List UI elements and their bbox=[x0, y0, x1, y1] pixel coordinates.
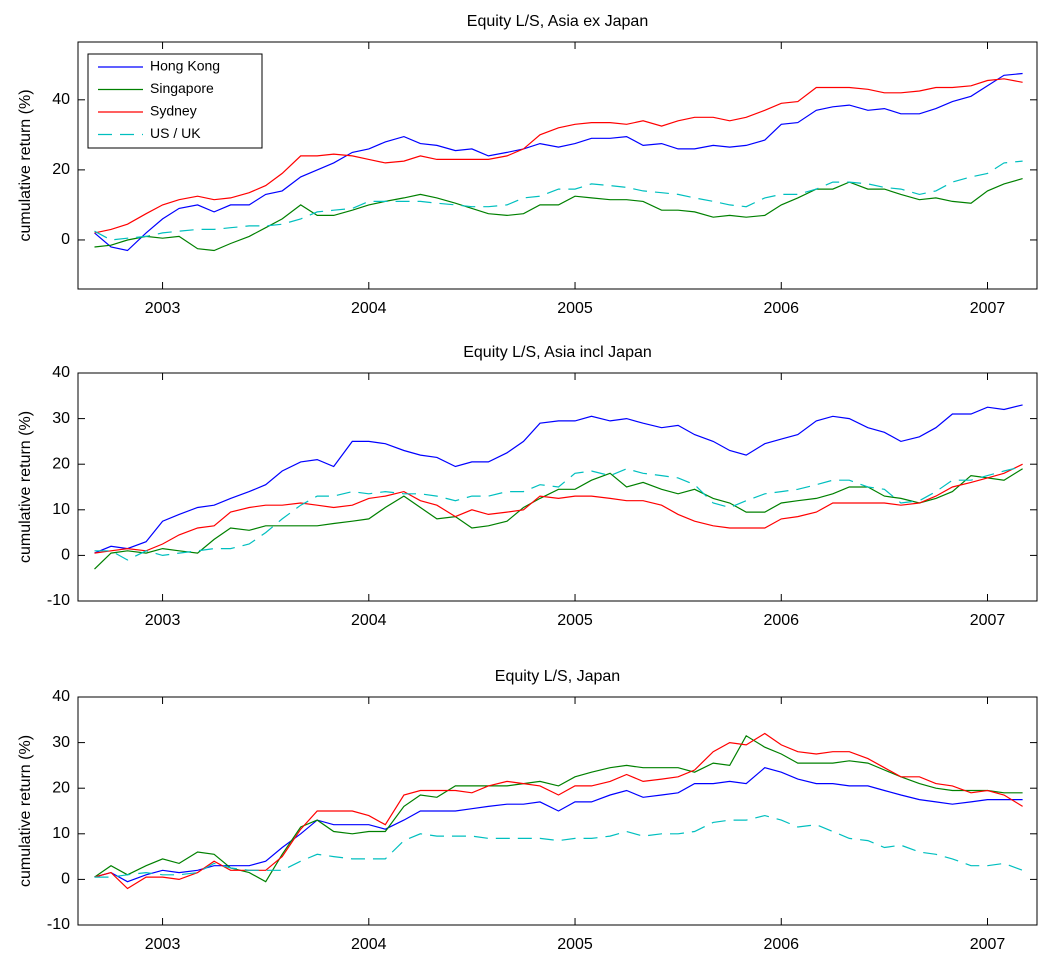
y-tick-label: 10 bbox=[52, 825, 70, 842]
series-line bbox=[94, 814, 1023, 878]
y-axis-label: cumulative return (%) bbox=[17, 89, 34, 241]
x-tick-label: 2007 bbox=[970, 300, 1006, 317]
series-line bbox=[94, 404, 1023, 554]
series-line bbox=[94, 178, 1023, 252]
y-tick-label: 30 bbox=[52, 410, 70, 427]
series-line bbox=[94, 72, 1023, 252]
y-tick-label: 40 bbox=[52, 688, 70, 705]
series-line bbox=[94, 463, 1023, 554]
y-tick-label: -10 bbox=[47, 916, 70, 933]
legend-label: Hong Kong bbox=[150, 58, 220, 74]
chart-title: Equity L/S, Asia ex Japan bbox=[467, 13, 648, 30]
series-line bbox=[94, 767, 1023, 883]
y-tick-label: -10 bbox=[47, 592, 70, 609]
x-tick-label: 2003 bbox=[145, 300, 181, 317]
x-tick-label: 2004 bbox=[351, 612, 387, 629]
y-tick-label: 20 bbox=[52, 455, 70, 472]
x-tick-label: 2005 bbox=[557, 936, 593, 953]
x-tick-label: 2003 bbox=[145, 612, 181, 629]
y-axis-label: cumulative return (%) bbox=[17, 735, 34, 887]
legend-label: US / UK bbox=[150, 125, 201, 141]
chart-title: Equity L/S, Asia incl Japan bbox=[463, 344, 652, 361]
y-tick-label: 10 bbox=[52, 501, 70, 518]
x-tick-label: 2006 bbox=[763, 936, 799, 953]
y-tick-label: 0 bbox=[61, 871, 70, 888]
y-tick-label: 40 bbox=[52, 364, 70, 381]
x-tick-label: 2006 bbox=[763, 612, 799, 629]
series-line bbox=[94, 78, 1023, 234]
x-tick-label: 2004 bbox=[351, 300, 387, 317]
x-tick-label: 2007 bbox=[970, 612, 1006, 629]
y-tick-label: 0 bbox=[61, 231, 70, 248]
x-tick-label: 2005 bbox=[557, 300, 593, 317]
series-line bbox=[94, 734, 1023, 883]
y-tick-label: 20 bbox=[52, 161, 70, 178]
x-tick-label: 2003 bbox=[145, 936, 181, 953]
series-line bbox=[94, 465, 1023, 561]
chart-title: Equity L/S, Japan bbox=[495, 668, 620, 685]
x-tick-label: 2007 bbox=[970, 936, 1006, 953]
x-tick-label: 2005 bbox=[557, 612, 593, 629]
legend-label: Sydney bbox=[150, 103, 197, 119]
x-tick-label: 2004 bbox=[351, 936, 387, 953]
y-tick-label: 40 bbox=[52, 91, 70, 108]
series-line bbox=[94, 160, 1023, 241]
x-tick-label: 2006 bbox=[763, 300, 799, 317]
legend-label: Singapore bbox=[150, 80, 214, 96]
y-axis-label: cumulative return (%) bbox=[17, 411, 34, 563]
legend-box bbox=[87, 53, 263, 149]
y-tick-label: 0 bbox=[61, 547, 70, 564]
y-tick-label: 30 bbox=[52, 734, 70, 751]
y-tick-label: 20 bbox=[52, 779, 70, 796]
